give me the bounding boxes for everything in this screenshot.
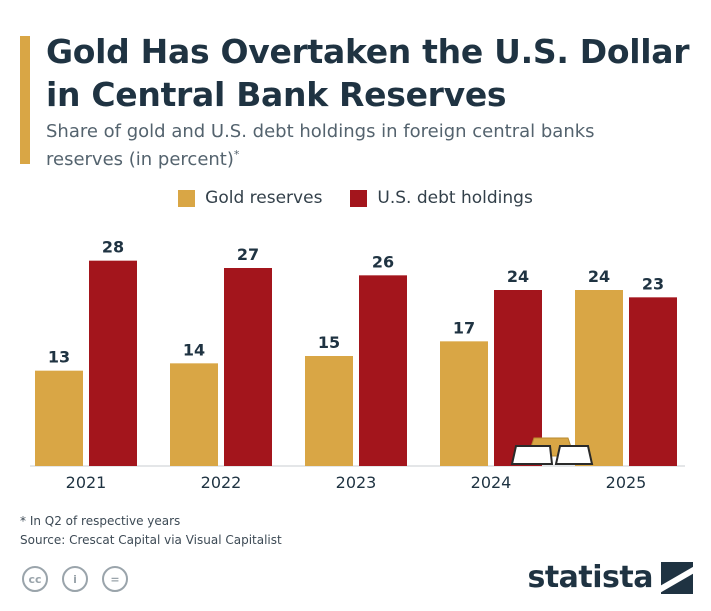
bar-debt-2022	[224, 268, 272, 466]
bar-debt-2023	[359, 275, 407, 466]
data-label-debt-2024: 24	[507, 267, 529, 286]
data-label-debt-2023: 26	[372, 252, 394, 271]
chart-title: Gold Has Overtaken the U.S. Dollar in Ce…	[46, 32, 690, 114]
chart-subtitle: Share of gold and U.S. debt holdings in …	[46, 120, 606, 171]
bar-debt-2025	[629, 297, 677, 466]
data-label-debt-2021: 28	[102, 238, 124, 257]
data-label-gold-2023: 15	[318, 333, 340, 352]
bar-chart: 13 28 2021 14 27 2022 15 26 2023 17 24 2024 24 23 2025	[30, 238, 685, 492]
legend-label-gold: Gold reserves	[205, 188, 323, 208]
source-text: Source: Crescat Capital via Visual Capit…	[20, 533, 282, 547]
footnotes: * In Q2 of respective years Source: Cres…	[20, 512, 282, 550]
data-label-gold-2022: 14	[183, 340, 205, 359]
bar-debt-2024	[494, 290, 542, 466]
cc-icon[interactable]: cc	[22, 566, 48, 592]
brand-name: statista	[527, 560, 653, 595]
x-tick-label-2023: 2023	[336, 473, 377, 492]
data-label-gold-2025: 24	[588, 267, 610, 286]
bar-debt-2021	[89, 260, 137, 466]
bar-gold-2023	[305, 356, 353, 466]
data-label-debt-2025: 23	[642, 274, 664, 293]
no-derivatives-icon[interactable]: =	[102, 566, 128, 592]
bar-gold-2022	[170, 363, 218, 466]
x-tick-label-2025: 2025	[606, 473, 647, 492]
license-icons: cc i =	[22, 566, 128, 592]
data-label-gold-2021: 13	[48, 348, 70, 367]
footnote-text: * In Q2 of respective years	[20, 514, 181, 528]
gold-bars-illustration	[510, 437, 594, 465]
statista-logo[interactable]: statista	[527, 560, 693, 595]
bar-gold-2025	[575, 290, 623, 466]
legend-item-gold: Gold reserves	[178, 188, 322, 208]
bar-gold-2024	[440, 341, 488, 466]
chart-legend: Gold reserves U.S. debt holdings	[0, 188, 711, 208]
x-tick-label-2024: 2024	[471, 473, 512, 492]
x-tick-label-2022: 2022	[201, 473, 242, 492]
bar-gold-2021	[35, 370, 83, 466]
title-accent-bar	[20, 36, 30, 164]
brand-mark-icon	[661, 561, 693, 594]
subtitle-text: Share of gold and U.S. debt holdings in …	[46, 121, 595, 170]
legend-swatch-gold	[178, 189, 196, 207]
x-tick-label-2021: 2021	[66, 473, 107, 492]
legend-item-debt: U.S. debt holdings	[350, 188, 533, 208]
data-label-debt-2022: 27	[237, 245, 259, 264]
legend-label-debt: U.S. debt holdings	[377, 188, 533, 208]
attribution-icon[interactable]: i	[62, 566, 88, 592]
subtitle-footnote-mark: *	[233, 148, 240, 161]
data-label-gold-2024: 17	[453, 318, 475, 337]
legend-swatch-debt	[350, 189, 368, 207]
